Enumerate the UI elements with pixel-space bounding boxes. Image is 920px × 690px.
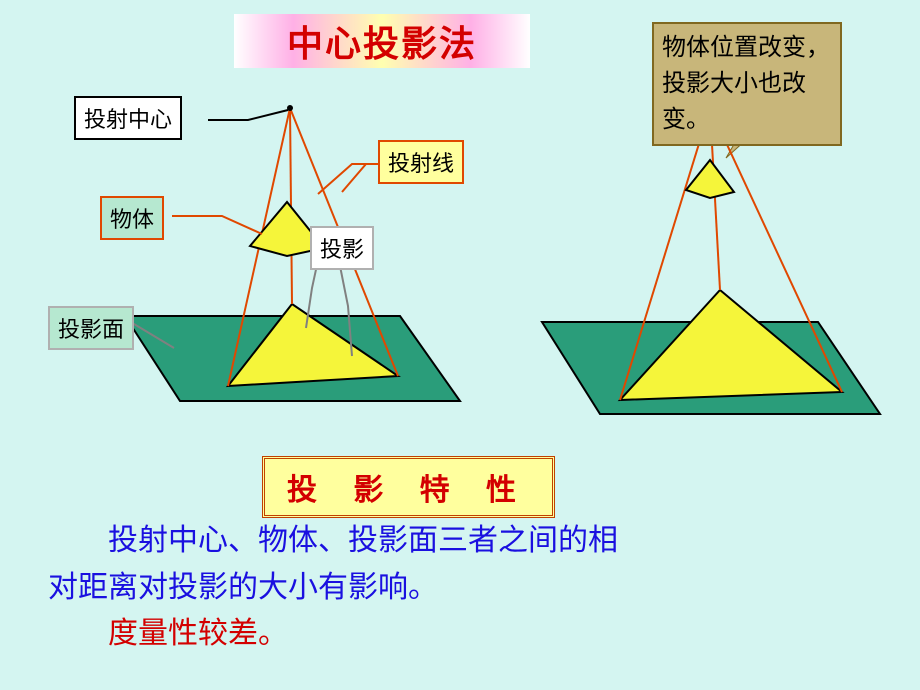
diagram-right [520, 100, 900, 440]
callout-center [208, 110, 288, 120]
label-object: 物体 [100, 196, 164, 240]
para-line2: 对距离对投影的大小有影响。 [48, 565, 868, 612]
label-center: 投射中心 [74, 96, 182, 140]
para-line3: 度量性较差。 [48, 611, 868, 658]
callout-object [172, 216, 262, 234]
label-line: 投射线 [378, 140, 464, 184]
label-shadow: 投影 [310, 226, 374, 270]
paragraph: 投射中心、物体、投影面三者之间的相 对距离对投影的大小有影响。 度量性较差。 [48, 518, 868, 658]
note-box: 物体位置改变，投影大小也改变。 [652, 22, 842, 146]
para-line1: 投射中心、物体、投影面三者之间的相 [48, 518, 868, 565]
label-plane: 投影面 [48, 306, 134, 350]
sub-title-banner: 投 影 特 性 [262, 456, 555, 518]
title-text: 中心投影法 [287, 15, 477, 67]
title-banner: 中心投影法 [234, 14, 530, 68]
